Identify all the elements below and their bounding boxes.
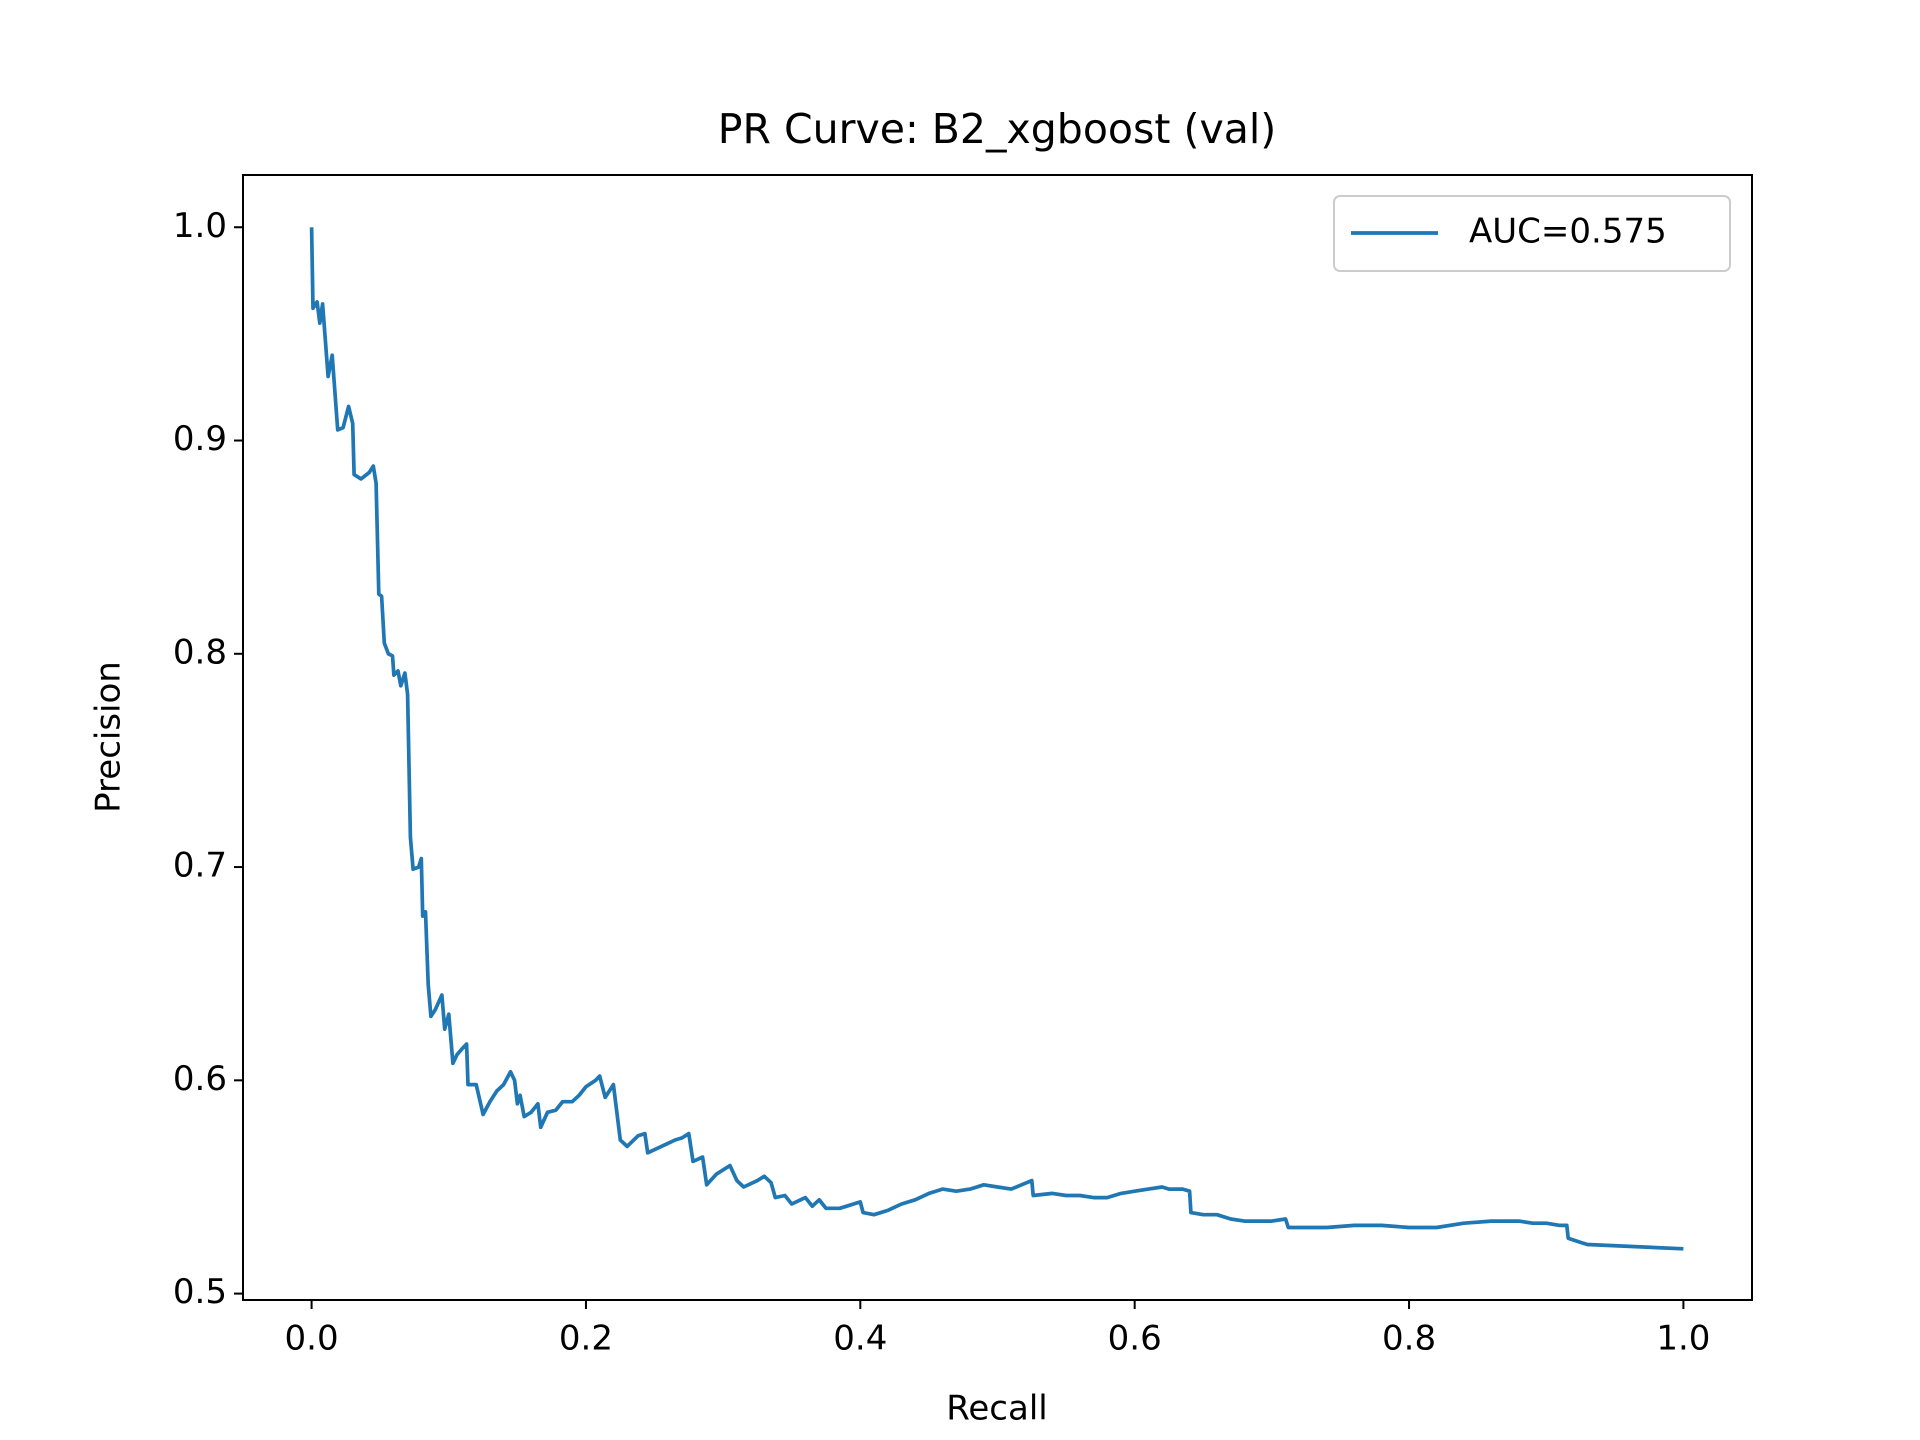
y-tick-label: 0.6 (173, 1059, 227, 1099)
x-tick-label: 1.0 (1656, 1319, 1710, 1359)
x-tick-label: 0.6 (1108, 1319, 1162, 1359)
x-tick-label: 0.0 (285, 1319, 339, 1359)
x-axis-label: Recall (946, 1389, 1047, 1429)
pr-curve (309, 227, 1684, 1251)
plot-frame (242, 174, 1753, 1301)
x-tick-label: 0.8 (1382, 1319, 1436, 1359)
y-tick-label: 1.0 (173, 206, 227, 246)
y-axis-label: Precision (89, 661, 129, 813)
y-tick-label: 0.7 (173, 846, 227, 886)
y-tick-label: 0.9 (173, 419, 227, 459)
y-tick-label: 0.5 (173, 1272, 227, 1312)
x-tick-label: 0.2 (559, 1319, 613, 1359)
y-tick-label: 0.8 (173, 632, 227, 672)
chart-title: PR Curve: B2_xgboost (val) (718, 105, 1277, 153)
legend-label: AUC=0.575 (1469, 212, 1667, 252)
x-tick-label: 0.4 (833, 1319, 887, 1359)
legend-box (1333, 195, 1731, 272)
